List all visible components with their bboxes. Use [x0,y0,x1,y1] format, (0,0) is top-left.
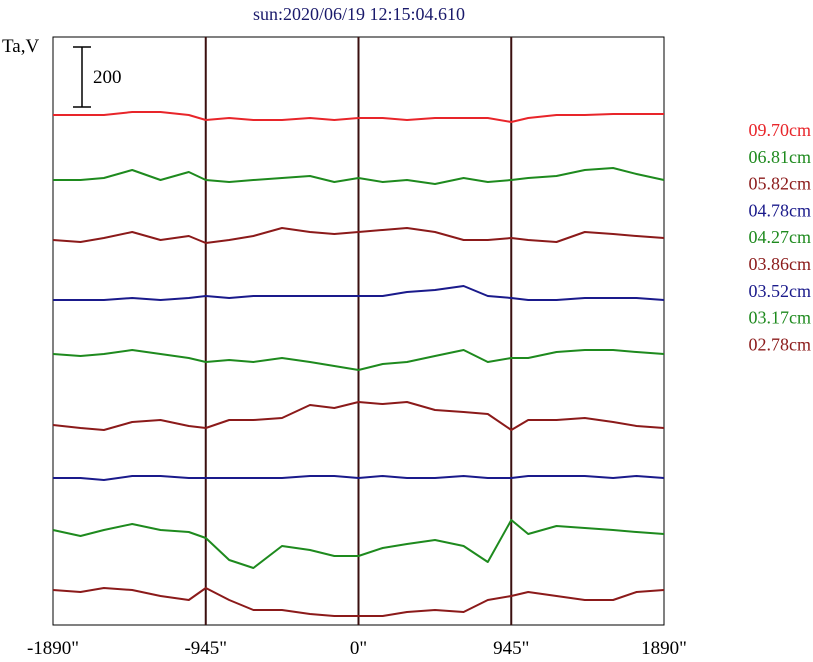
legend-entry-2: 05.82cm [749,174,812,194]
series-line-1 [53,167,665,185]
legend-entry-8: 02.78cm [749,334,812,354]
legend-entry-3: 04.78cm [749,200,812,220]
series-line-6 [53,475,665,481]
legend-entry-6: 03.52cm [749,281,812,301]
legend-entry-0: 09.70cm [749,120,812,140]
series-line-0 [53,111,664,123]
legend: 09.70cm 06.81cm 05.82cm 04.78cm 04.27cm 03.86… [749,120,812,354]
x-tick-label-4: 1890" [641,638,687,659]
x-tick-label-1: -945" [184,638,227,659]
series-line-2 [52,227,665,244]
vertical-markers [204,37,513,625]
x-tick-label-2: 0" [350,638,367,659]
series-line-7 [52,519,665,569]
series-line-5 [52,401,665,431]
legend-entry-7: 03.17cm [749,308,812,328]
chart-title: sun:2020/06/19 12:15:04.610 [253,4,465,24]
series-line-3 [53,285,665,301]
legend-entry-1: 06.81cm [749,147,812,167]
legend-entry-4: 04.27cm [749,227,812,247]
y-axis-label: Ta,V [2,36,39,57]
scale-bar: 200 [73,46,122,108]
x-tick-labels: -1890" -945" 0" 945" 1890" [27,638,687,659]
x-tick-label-0: -1890" [27,638,79,659]
series-lines [52,111,665,617]
scale-bar-label: 200 [93,67,122,88]
x-tick-label-3: 945" [493,638,529,659]
series-line-8 [52,587,665,617]
series-line-4 [52,349,665,371]
legend-entry-5: 03.86cm [749,254,812,274]
